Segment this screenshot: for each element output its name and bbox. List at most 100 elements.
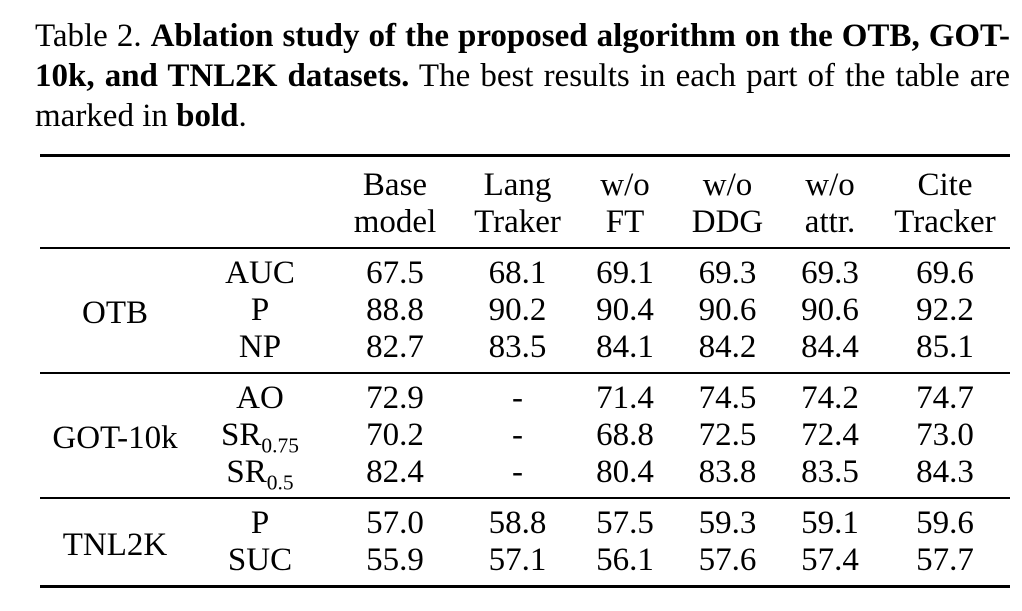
table-header: Base model Lang Traker w/o FT w/o DDG w/o attr. Ci…	[40, 156, 1010, 249]
section-otb: OTB AUC 67.5 68.1 69.1 69.3 69.3 69.6 P 88.8 90.2 9…	[40, 248, 1010, 373]
metric-label: AO	[236, 380, 284, 416]
value-cell: 84.1	[596, 329, 654, 365]
value-cell-best: 92.2	[916, 292, 974, 328]
value-cell: 68.1	[488, 255, 547, 291]
value-cell: 57.1	[488, 542, 547, 578]
value-cell: 57.4	[801, 542, 859, 578]
value-cell: 72.9	[366, 380, 424, 416]
column-header-line2: Traker	[474, 204, 561, 240]
column-header-wo-attr: w/o attr.	[780, 156, 880, 249]
header-spacer-dataset	[40, 156, 190, 249]
value-cell: 88.8	[366, 292, 424, 328]
value-cell: 90.4	[596, 292, 654, 328]
column-header-line1: w/o	[702, 167, 753, 203]
value-cell: 57.6	[698, 542, 757, 578]
column-header-line1: w/o	[805, 167, 855, 203]
column-header-wo-ft: w/o FT	[575, 156, 675, 249]
dataset-label: OTB	[82, 295, 148, 331]
value-cell: 69.3	[698, 255, 757, 291]
value-cell: 82.4	[366, 454, 424, 490]
column-header-line1: w/o	[600, 167, 650, 203]
value-cell: 59.3	[698, 505, 757, 541]
value-cell: -	[512, 380, 523, 416]
value-cell-best: 73.0	[916, 417, 974, 453]
value-cell: 69.1	[596, 255, 654, 291]
value-cell: 57.0	[366, 505, 424, 541]
value-cell: 55.9	[366, 542, 424, 578]
metric-label: SUC	[227, 542, 293, 578]
metric-label: NP	[238, 329, 282, 365]
table-row: P 88.8 90.2 90.4 90.6 90.6 92.2	[40, 292, 1010, 329]
value-cell: 80.4	[596, 454, 654, 490]
section-got-10k: GOT-10k AO 72.9 - 71.4 74.5 74.2 74.7 SR0.75 70.2…	[40, 373, 1010, 498]
value-cell: 90.2	[488, 292, 547, 328]
table-row: SR0.75 70.2 - 68.8 72.5 72.4 73.0	[40, 417, 1010, 458]
metric-subscript: 0.75	[261, 433, 299, 458]
value-cell-best: 74.7	[916, 380, 974, 416]
metric-label: P	[250, 505, 270, 541]
metric-label: P	[250, 292, 270, 328]
column-header-line1: Base	[362, 167, 428, 203]
header-row: Base model Lang Traker w/o FT w/o DDG w/o attr. Ci…	[40, 156, 1010, 249]
table-row: SR0.5 82.4 - 80.4 83.8 83.5 84.3	[40, 454, 1010, 498]
value-cell: 83.8	[698, 454, 757, 490]
table-row: SUC 55.9 57.1 56.1 57.6 57.4 57.7	[40, 542, 1010, 587]
value-cell: 56.1	[596, 542, 654, 578]
table-row: GOT-10k AO 72.9 - 71.4 74.5 74.2 74.7	[40, 373, 1010, 456]
column-header-base-model: Base model	[330, 156, 460, 249]
value-cell: 90.6	[801, 292, 859, 328]
caption-bold-word: bold	[176, 98, 239, 134]
value-cell: 74.5	[698, 380, 757, 416]
value-cell: 58.8	[488, 505, 547, 541]
caption-note: The best results in each part of the tab…	[35, 58, 1010, 134]
value-cell: -	[512, 417, 523, 453]
value-cell: 90.6	[698, 292, 757, 328]
value-cell: 84.2	[698, 329, 757, 365]
column-header-line2: FT	[605, 204, 645, 240]
column-header-line1: Lang	[483, 167, 552, 203]
table-row: OTB AUC 67.5 68.1 69.1 69.3 69.3 69.6	[40, 248, 1010, 331]
value-cell: 71.4	[596, 380, 654, 416]
metric-subscript: 0.5	[266, 470, 294, 495]
metric-label: SR0.5	[226, 454, 294, 495]
value-cell: 72.5	[698, 417, 757, 453]
value-cell: 57.5	[596, 505, 654, 541]
table-row: NP 82.7 83.5 84.1 84.2 84.4 85.1	[40, 329, 1010, 373]
column-header-lang-traker: Lang Traker	[460, 156, 575, 249]
value-cell: 84.4	[801, 329, 859, 365]
table-row: TNL2K P 57.0 58.8 57.5 59.3 59.1 59.6	[40, 498, 1010, 563]
value-cell-best: 84.3	[916, 454, 974, 490]
value-cell: 67.5	[366, 255, 424, 291]
value-cell: 72.4	[801, 417, 859, 453]
column-header-line2: Tracker	[894, 204, 996, 240]
metric-label: SR0.75	[221, 417, 299, 458]
caption-label: Table 2.	[35, 18, 142, 54]
caption-title: Ablation study of the proposed algorithm…	[35, 18, 1011, 94]
column-header-line2: attr.	[804, 204, 856, 240]
value-cell: 82.7	[366, 329, 424, 365]
value-cell-best: 85.1	[916, 329, 974, 365]
value-cell: 83.5	[801, 454, 859, 490]
table-caption: Table 2. Ablation study of the proposed …	[35, 16, 1010, 136]
section-tnl2k: TNL2K P 57.0 58.8 57.5 59.3 59.1 59.6 SUC 55.9 57.…	[40, 498, 1010, 587]
header-spacer-metric	[190, 156, 330, 249]
metric-label: AUC	[225, 255, 295, 291]
ablation-table: Base model Lang Traker w/o FT w/o DDG w/o attr. Ci…	[40, 154, 1010, 588]
value-cell: 69.3	[801, 255, 859, 291]
column-header-wo-ddg: w/o DDG	[675, 156, 780, 249]
value-cell: 59.1	[801, 505, 859, 541]
value-cell-best: 57.7	[916, 542, 974, 578]
value-cell: 74.2	[801, 380, 859, 416]
column-header-line1: Cite	[917, 167, 973, 203]
value-cell: -	[512, 454, 523, 490]
dataset-label: TNL2K	[62, 526, 168, 563]
value-cell-best: 69.6	[916, 255, 974, 291]
dataset-label: GOT-10k	[52, 420, 178, 456]
column-header-line2: DDG	[691, 204, 764, 240]
caption-period: .	[238, 98, 247, 134]
value-cell-best: 59.6	[916, 505, 974, 541]
column-header-line2: model	[353, 204, 437, 240]
value-cell: 70.2	[366, 417, 424, 453]
column-header-cite-tracker: Cite Tracker	[880, 156, 1010, 249]
